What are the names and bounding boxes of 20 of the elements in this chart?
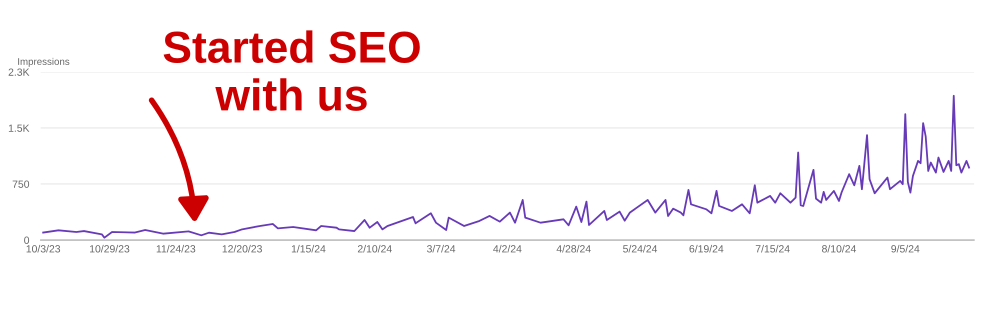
x-tick-label: 1/15/24 xyxy=(292,244,326,253)
y-tick-label: 1.5K xyxy=(8,124,30,132)
y-axis-title: Impressions xyxy=(18,58,70,67)
x-tick-label: 6/19/24 xyxy=(689,244,724,253)
x-tick-label: 2/10/24 xyxy=(358,244,392,253)
x-tick-label: 3/7/24 xyxy=(426,244,456,253)
x-tick-label: 10/3/23 xyxy=(26,244,60,253)
x-tick-label: 11/24/23 xyxy=(156,244,196,253)
x-tick-label: 12/20/23 xyxy=(222,244,262,253)
annotation: Started SEO with us xyxy=(164,30,420,111)
y-tick-label: 0 xyxy=(24,236,30,244)
y-tick-label: 750 xyxy=(12,180,30,188)
x-tick-label: 4/2/24 xyxy=(493,244,522,253)
x-tick-label: 7/15/24 xyxy=(756,244,790,253)
x-tick-label: 5/24/24 xyxy=(623,244,658,253)
x-tick-label: 9/5/24 xyxy=(891,244,920,253)
x-tick-label: 8/10/24 xyxy=(822,244,856,253)
y-tick-label: 2.3K xyxy=(8,68,30,76)
x-tick-label: 10/29/23 xyxy=(90,244,130,253)
x-tick-label: 4/28/24 xyxy=(556,244,591,253)
